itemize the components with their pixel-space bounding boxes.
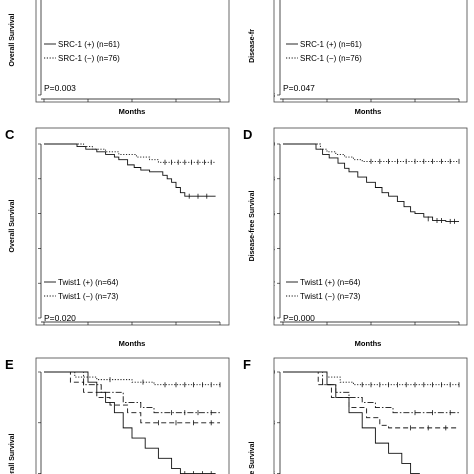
panel-letter: C — [5, 127, 15, 142]
x-tick-label: 40 — [367, 326, 375, 333]
y-tick-label: 0.8 — [265, 420, 275, 427]
survival-curve — [283, 371, 420, 474]
panel-frame — [35, 127, 230, 326]
panel-frame — [35, 0, 230, 103]
legend-label: Twist1 (−) (n=73) — [58, 292, 119, 301]
survival-curve — [44, 143, 216, 197]
x-tick-label: 20 — [84, 326, 92, 333]
x-tick-label: 20 — [323, 326, 331, 333]
y-tick-label: 0.6 — [265, 211, 275, 218]
y-tick-label: 0.8 — [26, 92, 36, 99]
p-value: P=0.047 — [283, 83, 315, 93]
legend-label: Twist1 (+) (n=64) — [300, 278, 361, 287]
y-tick-label: 1.0 — [26, 369, 36, 376]
p-value: P=0.020 — [44, 313, 76, 323]
x-tick-label: 80 — [455, 326, 463, 333]
panel-letter: D — [243, 127, 252, 142]
p-value: P=0.000 — [283, 313, 315, 323]
y-tick-label: 0.2 — [26, 281, 36, 288]
x-tick-label: 0 — [42, 326, 46, 333]
x-tick-label: 60 — [411, 103, 419, 110]
x-tick-label: 80 — [216, 103, 224, 110]
legend-label: Twist1 (+) (n=64) — [58, 278, 119, 287]
survival-curve — [44, 371, 220, 386]
panel-letter: E — [5, 357, 14, 372]
y-tick-label: 1.0 — [265, 369, 275, 376]
y-tick-label: 1.0 — [265, 141, 275, 148]
survival-curve — [283, 143, 459, 162]
y-tick-label: 0.8 — [265, 92, 275, 99]
survival-curve — [283, 143, 459, 222]
x-axis-title: Months — [119, 107, 146, 116]
x-axis-title: Months — [119, 339, 146, 348]
plot-area: 0.80 20 40 60 80 — [265, 0, 463, 110]
panel-frame — [273, 0, 468, 103]
y-tick-label: 0.0 — [26, 315, 36, 322]
legend-label: SRC-1 (+) (n=61) — [300, 40, 362, 49]
y-axis-title: Overall Survival — [9, 13, 16, 66]
legend-label: SRC-1 (−) (n=76) — [58, 54, 120, 63]
y-axis-title: Overall Survival — [9, 199, 16, 252]
y-tick-label: 0.6 — [26, 211, 36, 218]
x-tick-label: 40 — [128, 326, 136, 333]
x-tick-label: 60 — [172, 103, 180, 110]
survival-curve — [44, 371, 216, 474]
x-tick-label: 60 — [172, 326, 180, 333]
survival-curve — [283, 371, 459, 429]
panel-f: 0.6 0.8 1.0 ee Survival F — [243, 357, 468, 474]
x-tick-label: 20 — [84, 103, 92, 110]
y-axis-title: ee Survival — [249, 441, 256, 474]
plot-area: 0.60.81.0 — [26, 369, 221, 474]
plot-area: 0.6 0.8 1.0 — [265, 369, 460, 474]
plot-area: 0.0 0.2 0.4 0.6 0.8 1.0 0 20 40 60 80 — [265, 141, 463, 333]
x-axis-title: Months — [355, 107, 382, 116]
x-tick-label: 0 — [281, 326, 285, 333]
panel-frame — [35, 357, 230, 474]
plot-area: 0.80 20 40 60 80 — [26, 0, 224, 110]
legend-label: SRC-1 (−) (n=76) — [300, 54, 362, 63]
y-tick-label: 0.8 — [265, 176, 275, 183]
panel-frame — [273, 127, 468, 326]
x-tick-label: 20 — [323, 103, 331, 110]
y-axis-title: Overall Survival — [9, 433, 16, 474]
legend-label: SRC-1 (+) (n=61) — [58, 40, 120, 49]
y-tick-label: 0.4 — [26, 246, 36, 253]
y-axis-title: Disease-fr — [249, 29, 256, 63]
survival-curve — [44, 143, 216, 163]
x-tick-label: 80 — [455, 103, 463, 110]
panel-d: 0.0 0.2 0.4 0.6 0.8 1.0 0 20 40 60 80 Twist1 (+) (n… — [243, 127, 468, 348]
x-axis-title: Months — [355, 339, 382, 348]
x-tick-label: 0 — [42, 103, 46, 110]
x-tick-label: 60 — [411, 326, 419, 333]
x-tick-label: 80 — [216, 326, 224, 333]
y-tick-label: 0.2 — [265, 281, 275, 288]
p-value: P=0.003 — [44, 83, 76, 93]
y-tick-label: 0.0 — [265, 315, 275, 322]
y-tick-label: 0.8 — [26, 420, 36, 427]
legend-label: Twist1 (−) (n=73) — [300, 292, 361, 301]
y-tick-label: 0.6 — [265, 471, 275, 474]
survival-curve — [283, 371, 459, 386]
panel-frame — [273, 357, 468, 474]
panel-letter: F — [243, 357, 251, 372]
plot-area: 0.0 0.2 0.4 0.6 0.8 1.0 0 20 40 60 80 — [26, 141, 224, 333]
panel-c: 0.0 0.2 0.4 0.6 0.8 1.0 0 20 40 60 80 Twist1 (+) (n… — [5, 127, 230, 348]
y-tick-label: 1.0 — [26, 141, 36, 148]
survival-curve — [283, 371, 459, 414]
x-tick-label: 0 — [281, 103, 285, 110]
y-tick-label: 0.8 — [26, 176, 36, 183]
y-tick-label: 0.4 — [265, 246, 275, 253]
y-axis-title: Disease-free Survival — [249, 191, 256, 262]
